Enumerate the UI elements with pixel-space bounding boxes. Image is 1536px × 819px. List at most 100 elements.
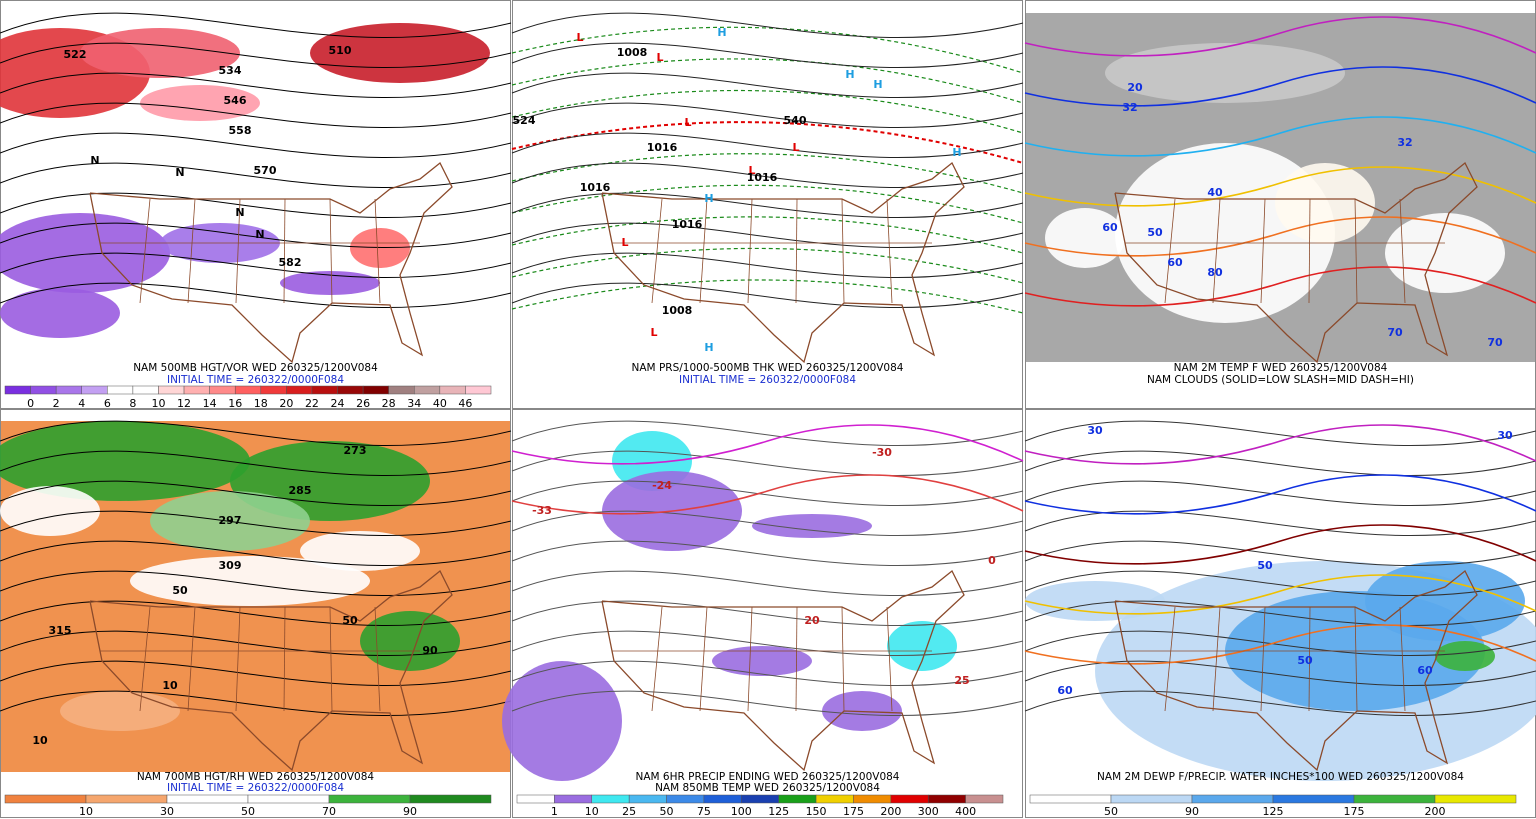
colorbar-label: 46: [458, 397, 472, 410]
map-label: 10: [32, 734, 48, 747]
colorbar-label: 8: [129, 397, 136, 410]
country-border: [1114, 569, 1478, 772]
map-label: 30: [1087, 424, 1103, 437]
colorbar-label: 90: [403, 805, 417, 818]
state-line: [1308, 606, 1311, 712]
colorbar-swatch: [247, 794, 330, 804]
contour: [1024, 480, 1536, 507]
contour: [0, 420, 512, 447]
state-line: [651, 606, 663, 712]
contour: [1024, 570, 1536, 597]
contour: [0, 510, 512, 537]
contour: [1024, 420, 1536, 447]
colorbar-swatch: [166, 794, 249, 804]
map-label: 50: [342, 614, 358, 627]
colorbar-label: 16: [228, 397, 242, 410]
colorbar-label: 40: [433, 397, 447, 410]
state-line: [1399, 606, 1406, 712]
map-label: 32: [1122, 101, 1137, 114]
shaded-area: [1275, 163, 1375, 243]
map-label: 32: [1397, 136, 1412, 149]
colorbar-label: 125: [1263, 805, 1284, 818]
contour: [0, 540, 512, 567]
isotherm: [1024, 266, 1536, 307]
map-label: 50: [172, 584, 188, 597]
contour: [0, 162, 512, 189]
shaded-area: [0, 421, 250, 501]
map-label: L: [656, 51, 663, 64]
colorbar-label: 10: [79, 805, 93, 818]
map-label: H: [717, 26, 726, 39]
map: 273 285 297 309 315 10 10 50 50 90: [0, 420, 512, 772]
map: 20 32 32 40 50 60 60 70 70 80: [1024, 13, 1536, 364]
contour: [1024, 450, 1536, 477]
state-line: [374, 606, 381, 712]
shaded-area: [0, 213, 170, 293]
shaded-area: [300, 531, 420, 571]
thickness-contour: [511, 216, 1024, 254]
colorbar-swatch: [30, 385, 57, 395]
colorbar-swatch: [1353, 794, 1436, 804]
colorbar-swatch: [234, 385, 262, 395]
state-line: [841, 606, 845, 712]
colorbar-swatch: [703, 794, 742, 804]
contour: [511, 252, 1024, 279]
isotherm: [1024, 474, 1536, 515]
contour: [511, 132, 1024, 159]
state-line: [139, 606, 151, 712]
thickness-contour: [511, 58, 1024, 104]
map-label: H: [704, 341, 713, 354]
isotherm: [1024, 66, 1536, 107]
contour: [0, 480, 512, 507]
colorbar-label: 200: [880, 805, 901, 818]
map-label: 558: [229, 124, 252, 137]
shaded-area: [1105, 43, 1345, 103]
colorbar-label: 10: [585, 805, 599, 818]
panel: 273 285 297 309 315 10 10 50 50 90 NAM 700MB HGT/R…: [0, 409, 512, 818]
contour: [0, 102, 512, 129]
isotherm: [1024, 216, 1536, 257]
colorbar-swatch: [778, 794, 817, 804]
map-label: -30: [872, 446, 892, 459]
colorbar-swatch: [183, 385, 210, 395]
map-label: 1016: [580, 181, 611, 194]
map-background: [513, 13, 1022, 362]
contour: [0, 12, 512, 39]
map-label: H: [845, 68, 854, 81]
thickness-contour: [511, 153, 1024, 194]
colorbar-label: 14: [203, 397, 217, 410]
caption-line: NAM 700MB HGT/RH WED 260325/1200V084: [137, 771, 375, 783]
colorbar-label: 18: [254, 397, 268, 410]
colorbar-label: 50: [1104, 805, 1118, 818]
shaded-area: [1385, 213, 1505, 293]
state-line: [374, 198, 381, 304]
colorbar-swatch: [311, 385, 338, 395]
map-label: 297: [219, 514, 242, 527]
isotherm: [1024, 16, 1536, 57]
state-line: [1354, 198, 1358, 304]
isotherm: [1024, 424, 1536, 465]
state-line: [747, 198, 753, 304]
colorbar-swatch: [1110, 794, 1193, 804]
contour: [511, 192, 1024, 219]
isotherm: [1024, 624, 1536, 665]
shaded-area: [502, 661, 622, 781]
colorbar-swatch: [158, 385, 185, 395]
colorbar-swatch: [815, 794, 854, 804]
caption-line: NAM 2M DEWP F/PRECIP. WATER INCHES*100 W…: [1097, 771, 1464, 783]
shaded-area: [0, 288, 120, 338]
map-label: 582: [279, 256, 302, 269]
shaded-area: [130, 556, 370, 606]
contour: [0, 42, 512, 69]
isotherm: [1024, 166, 1536, 207]
map-label: -33: [532, 504, 552, 517]
shaded-area: [80, 28, 240, 78]
colorbar-label: 30: [160, 805, 174, 818]
map-label: 309: [219, 559, 242, 572]
map-label: 524: [513, 114, 536, 127]
contour: [1024, 660, 1536, 687]
contour: [511, 660, 1024, 687]
colorbar-swatch: [286, 385, 313, 395]
state-line: [1260, 198, 1266, 304]
